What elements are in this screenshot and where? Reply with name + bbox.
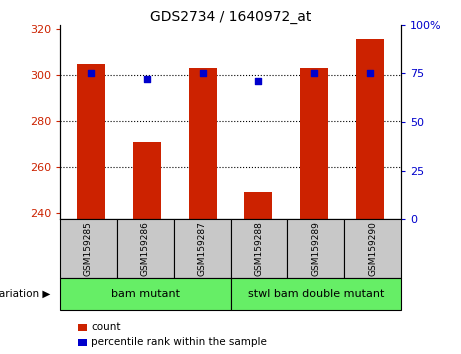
Text: GSM159290: GSM159290	[368, 221, 377, 276]
Point	[143, 76, 150, 82]
Title: GDS2734 / 1640972_at: GDS2734 / 1640972_at	[150, 10, 311, 24]
Text: genotype/variation ▶: genotype/variation ▶	[0, 289, 51, 299]
Bar	[244, 192, 272, 219]
Text: stwl bam double mutant: stwl bam double mutant	[248, 289, 384, 299]
Bar	[301, 68, 328, 219]
Point	[87, 70, 95, 76]
Text: GSM159287: GSM159287	[198, 221, 207, 276]
Text: GSM159286: GSM159286	[141, 221, 150, 276]
Text: GSM159289: GSM159289	[311, 221, 320, 276]
Point	[199, 70, 206, 76]
Text: bam mutant: bam mutant	[111, 289, 180, 299]
Bar	[77, 64, 105, 219]
Point	[311, 70, 318, 76]
Bar	[189, 68, 217, 219]
Text: GSM159288: GSM159288	[254, 221, 263, 276]
Point	[366, 70, 374, 76]
Point	[255, 78, 262, 84]
Text: count: count	[91, 322, 121, 332]
Text: percentile rank within the sample: percentile rank within the sample	[91, 337, 267, 347]
Bar	[356, 39, 384, 219]
Bar	[133, 142, 160, 219]
Text: GSM159285: GSM159285	[84, 221, 93, 276]
